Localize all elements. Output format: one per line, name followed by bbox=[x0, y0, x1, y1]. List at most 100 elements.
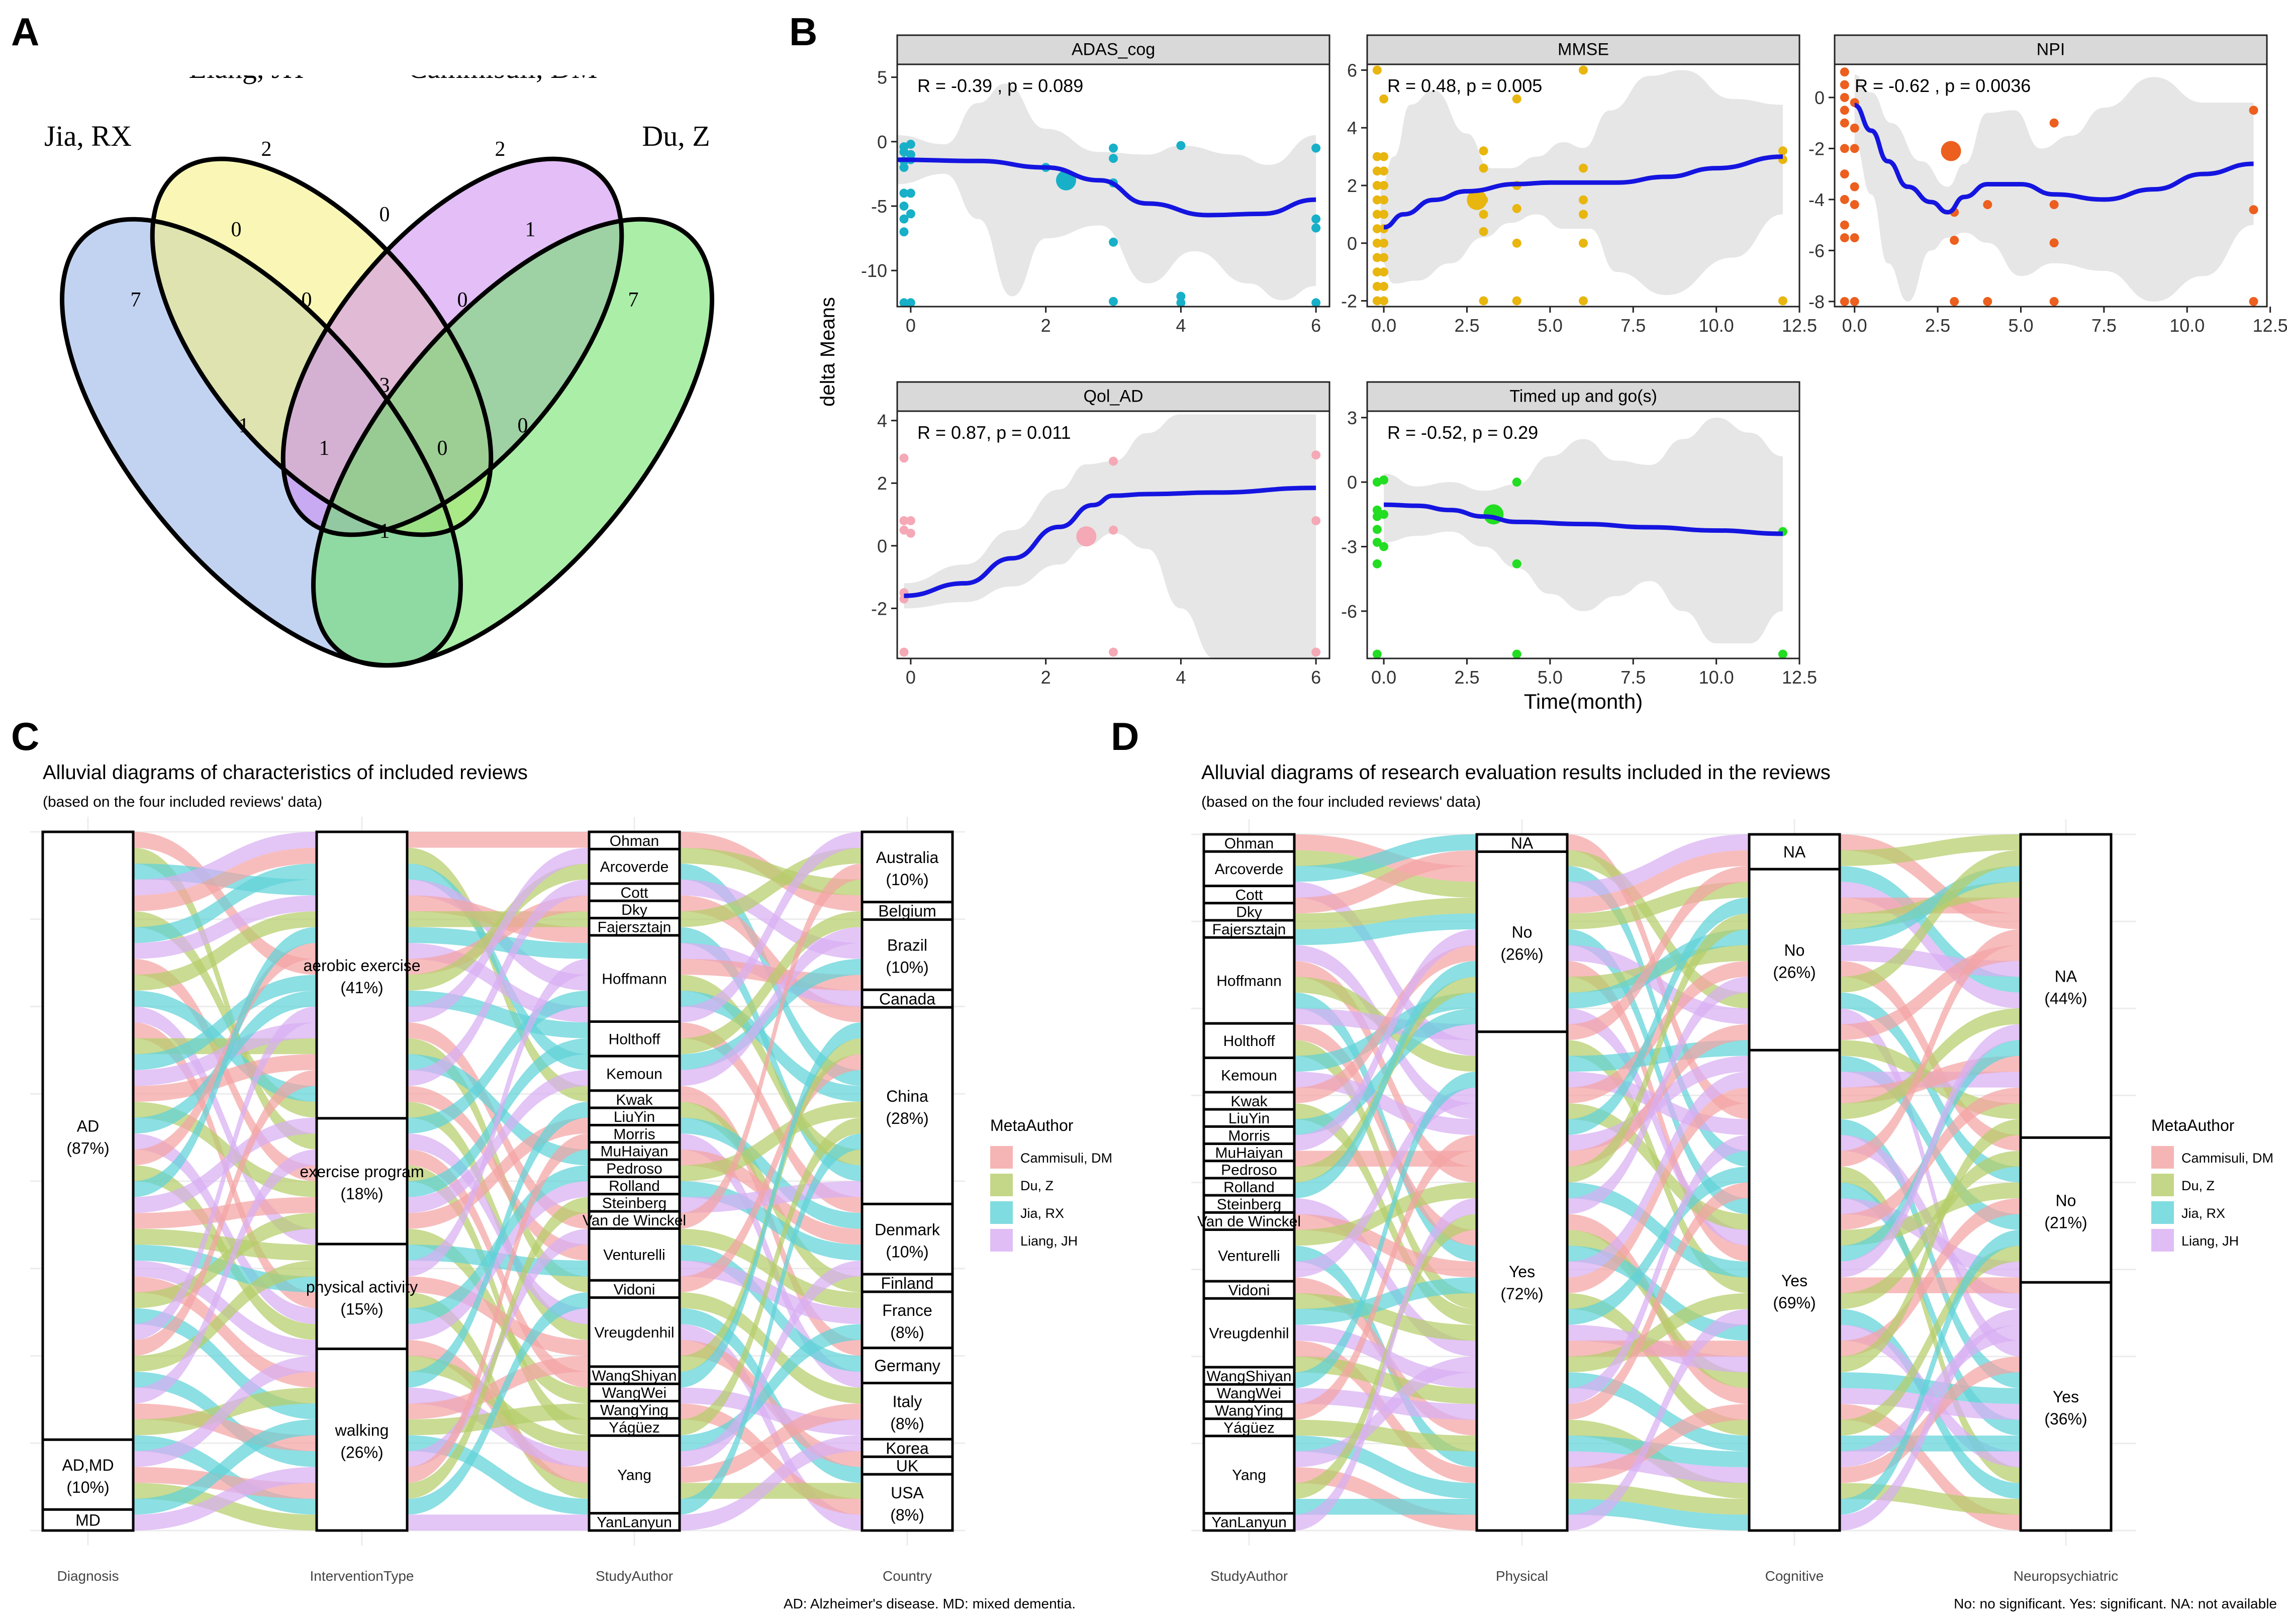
data-point bbox=[1372, 195, 1382, 205]
x-axis-label: Time(month) bbox=[1524, 690, 1643, 713]
stratum-box bbox=[588, 1400, 681, 1420]
stratum-label: Arcoverde bbox=[1215, 861, 1284, 878]
data-point bbox=[906, 516, 915, 525]
stratum-label: YanLanyun bbox=[597, 1514, 672, 1531]
flow-band bbox=[1567, 1451, 1749, 1483]
stratum-label: Germany bbox=[874, 1357, 940, 1375]
flow-band bbox=[1840, 1483, 2021, 1515]
alluvial-group: Alluvial diagrams of characteristics of … bbox=[30, 761, 1112, 1611]
flow-band bbox=[680, 927, 862, 1086]
flow-band bbox=[1294, 1198, 1477, 1531]
data-point bbox=[1840, 220, 1849, 230]
stratum-box bbox=[315, 830, 409, 1120]
venn-diagram: Jia, RX Liang, JH Cammisuli, DM Du, Z 7 2 2 7 0 0… bbox=[44, 75, 714, 668]
x-tick-label: 5.0 bbox=[2008, 315, 2033, 336]
data-point bbox=[1311, 450, 1321, 460]
data-point bbox=[1479, 163, 1488, 173]
data-point bbox=[1950, 297, 1959, 306]
x-tick-label: 10.0 bbox=[1699, 667, 1734, 688]
flow-band bbox=[1294, 1008, 1477, 1135]
chart-subtitle: (based on the four included reviews' dat… bbox=[43, 794, 322, 810]
data-point bbox=[1778, 649, 1787, 658]
column-country: Australia (10%) Belgium Brazil (10%) Canada Ch… bbox=[861, 830, 954, 1532]
axis-label: InterventionType bbox=[310, 1568, 414, 1584]
y-axis-label: delta Means bbox=[817, 297, 839, 407]
stratum-label: Holthoff bbox=[1223, 1033, 1276, 1049]
stratum-label: exercise program bbox=[300, 1163, 424, 1181]
stratum-label: WangYing bbox=[600, 1402, 669, 1419]
x-tick-label: 5.0 bbox=[1538, 315, 1563, 336]
data-point bbox=[1579, 296, 1588, 306]
stratum-box bbox=[1202, 1160, 1296, 1180]
flow-band bbox=[1294, 1072, 1477, 1388]
axis-label: Diagnosis bbox=[57, 1568, 119, 1584]
venn-region-count: 0 bbox=[518, 414, 528, 437]
data-point bbox=[1379, 510, 1389, 519]
scatter-facets: delta Means Time(month) ADAS_cog R = -0.39 … bbox=[817, 34, 2287, 713]
flow-band bbox=[1294, 1087, 1477, 1278]
data-point bbox=[899, 298, 909, 307]
stratum-label: Yágüez bbox=[1223, 1420, 1275, 1437]
stratum-box bbox=[2019, 833, 2113, 1139]
facet-title: Timed up and go(s) bbox=[1509, 387, 1657, 406]
stratum-box bbox=[41, 1508, 135, 1532]
x-tick-label: 7.5 bbox=[2091, 315, 2117, 336]
stratum-label: physical activity bbox=[306, 1278, 418, 1296]
stratum-label: MuHaiyan bbox=[1215, 1144, 1283, 1161]
stratum-label: NA bbox=[1783, 843, 1806, 861]
x-tick-label: 2.5 bbox=[1454, 667, 1479, 688]
data-point bbox=[1311, 647, 1321, 657]
y-tick-label: -2 bbox=[871, 598, 887, 619]
legend-swatch bbox=[990, 1146, 1013, 1169]
data-point bbox=[2049, 297, 2059, 306]
stratum-percent: (87%) bbox=[66, 1139, 109, 1158]
venn-set-outline bbox=[60, 217, 463, 668]
flow-band bbox=[1840, 1182, 2021, 1436]
flow-band bbox=[407, 1181, 589, 1340]
flow-band bbox=[1567, 913, 1749, 1183]
venn-set-label: Cammisuli, DM bbox=[408, 75, 597, 84]
x-tick-label: 2.5 bbox=[1925, 315, 1950, 336]
stratum-box bbox=[861, 1006, 954, 1205]
stratum-label: Finland bbox=[881, 1274, 934, 1292]
stratum-box bbox=[861, 1473, 954, 1532]
flow-band bbox=[133, 1228, 317, 1261]
chart-subtitle: (based on the four included reviews' dat… bbox=[1201, 794, 1481, 810]
x-tick-label: 7.5 bbox=[1621, 667, 1646, 688]
flow-band bbox=[680, 864, 862, 1229]
flow-band bbox=[680, 959, 862, 1070]
correlation-annotation: R = -0.62 , p = 0.0036 bbox=[1855, 75, 2031, 96]
legend-title: MetaAuthor bbox=[2151, 1116, 2235, 1134]
stratum-label: AD,MD bbox=[62, 1456, 114, 1474]
flow-band bbox=[1294, 1419, 1477, 1452]
y-tick-label: 4 bbox=[877, 411, 887, 431]
stratum-label: Venturelli bbox=[603, 1247, 665, 1264]
venn-region-count: 3 bbox=[379, 374, 390, 397]
legend-swatch bbox=[2151, 1174, 2174, 1196]
flow-band bbox=[133, 1260, 317, 1372]
confidence-band bbox=[897, 83, 1316, 301]
column-physical: NA No (26%) Yes (72%) bbox=[1475, 833, 1569, 1532]
x-tick-label: 0 bbox=[906, 667, 916, 688]
data-point bbox=[1850, 233, 1859, 243]
stratum-label: Venturelli bbox=[1218, 1248, 1280, 1265]
stratum-box bbox=[588, 1210, 681, 1230]
flow-band bbox=[1294, 1135, 1477, 1420]
legend: MetaAuthor Cammisuli, DM Du, Z Jia, RX Liang… bbox=[2151, 1116, 2273, 1252]
data-point bbox=[1840, 80, 1849, 89]
stratum-label: France bbox=[882, 1301, 932, 1319]
data-point bbox=[1950, 236, 1959, 245]
stratum-label: NA bbox=[1511, 834, 1534, 852]
venn-region-count: 0 bbox=[379, 203, 390, 226]
legend-title: MetaAuthor bbox=[990, 1116, 1074, 1134]
facet-title: NPI bbox=[2037, 40, 2065, 59]
flow-band bbox=[1840, 945, 2021, 1040]
facet-frame bbox=[896, 63, 1330, 308]
facet-frame bbox=[896, 410, 1330, 659]
data-point bbox=[1379, 296, 1389, 306]
flow-band bbox=[133, 975, 317, 1070]
stratum-label: Van de Winckel bbox=[1197, 1213, 1301, 1230]
stratum-percent: (8%) bbox=[890, 1323, 924, 1342]
stratum-percent: (26%) bbox=[1773, 963, 1816, 981]
